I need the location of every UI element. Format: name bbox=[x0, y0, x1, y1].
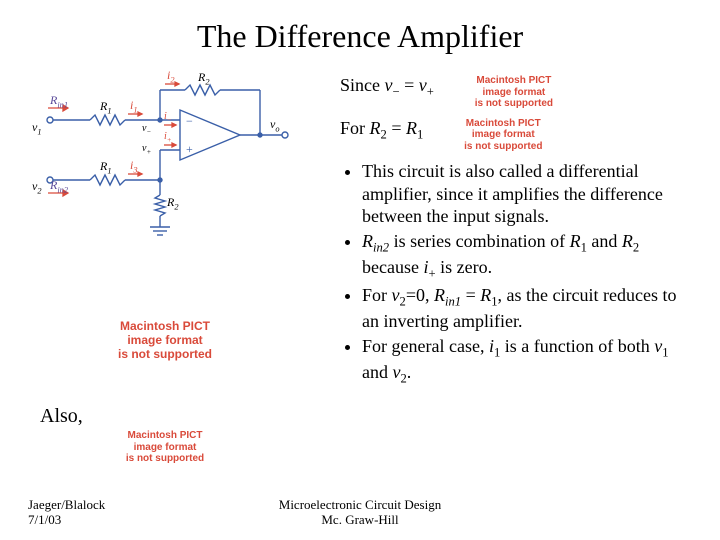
pict-error-also: Macintosh PICT image format is not suppo… bbox=[105, 430, 225, 465]
pict-error-line1: Macintosh PICT image format is not suppo… bbox=[444, 75, 584, 110]
list-item: This circuit is also called a differenti… bbox=[362, 160, 690, 228]
circuit-diagram: − + Rin1 Rin2 v1 bbox=[30, 75, 300, 255]
page-title: The Difference Amplifier bbox=[0, 0, 720, 65]
also-label: Also, bbox=[40, 405, 83, 428]
bullet-list: This circuit is also called a differenti… bbox=[340, 160, 700, 388]
footer-book: Microelectronic Circuit Design Mc. Graw-… bbox=[0, 498, 720, 528]
list-item: For v2=0, Rin1 = R1, as the circuit redu… bbox=[362, 284, 690, 333]
right-column: Since v− = v+ Macintosh PICT image forma… bbox=[340, 75, 700, 390]
content-area: − + Rin1 Rin2 v1 bbox=[0, 65, 720, 495]
list-item: For general case, i1 is a function of bo… bbox=[362, 335, 690, 388]
for-line: For R2 = R1 Macintosh PICT image format … bbox=[340, 118, 700, 153]
list-item: Rin2 is series combination of R1 and R2 … bbox=[362, 230, 690, 283]
svg-text:+: + bbox=[186, 142, 193, 156]
pict-error-left: Macintosh PICT image format is not suppo… bbox=[75, 320, 255, 361]
svg-text:−: − bbox=[186, 114, 193, 128]
pict-error-line2: Macintosh PICT image format is not suppo… bbox=[433, 118, 573, 153]
since-line: Since v− = v+ Macintosh PICT image forma… bbox=[340, 75, 700, 110]
left-column: − + Rin1 Rin2 v1 bbox=[30, 75, 330, 255]
